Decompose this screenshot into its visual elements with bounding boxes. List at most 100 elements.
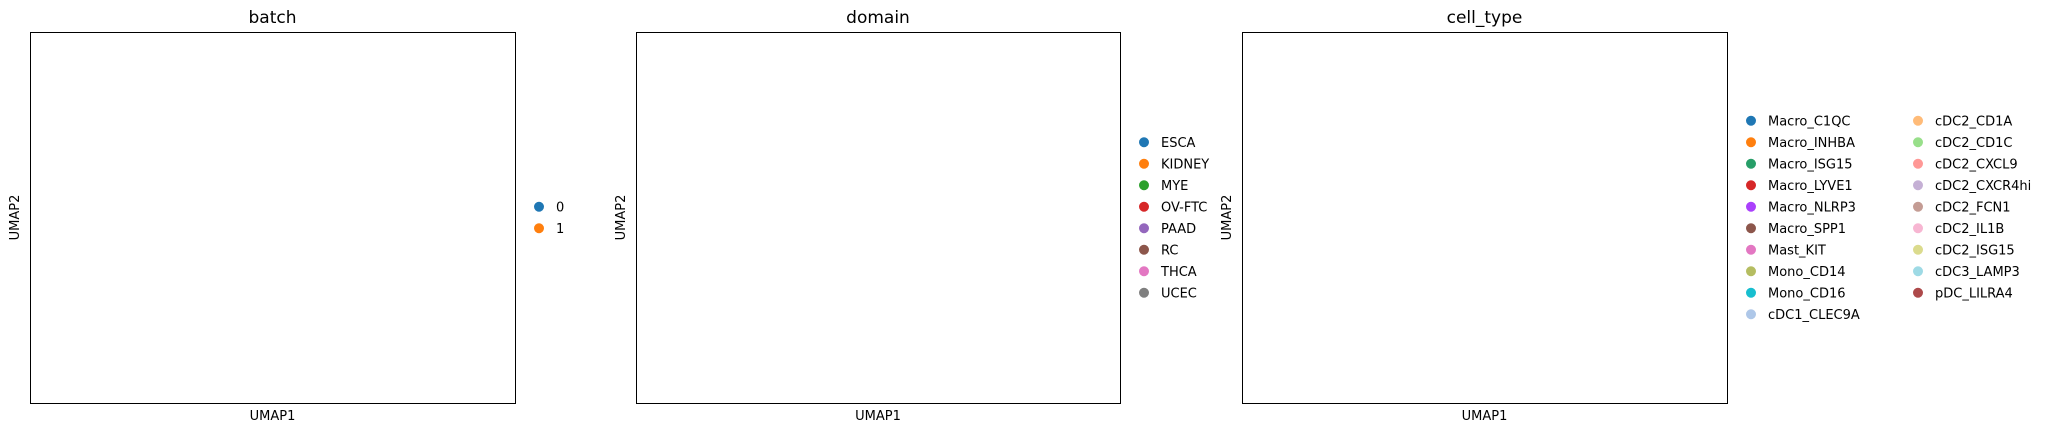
points-Macro_ISG15 — [1499, 187, 1548, 218]
legend-marker — [1139, 137, 1149, 148]
legend-label: OV-FTC — [1161, 200, 1207, 215]
legend-marker — [1913, 115, 1923, 126]
cluster-points — [381, 374, 397, 395]
legend-label: cDC2_CXCR4hi — [1935, 179, 2031, 194]
legend-item: Macro_NLRP3 — [1746, 200, 1856, 215]
legend-item: THCA — [1139, 265, 1197, 280]
y-axis-label: UMAP2 — [8, 195, 23, 241]
cluster-points — [984, 210, 1082, 270]
cluster-points — [233, 117, 312, 207]
overlay-points — [1249, 43, 1715, 395]
legend-label: cDC2_ISG15 — [1935, 243, 2015, 258]
legend-marker — [1139, 158, 1149, 169]
legend-label: Macro_INHBA — [1768, 136, 1855, 151]
legend-marker — [1139, 223, 1149, 234]
cluster-points — [1074, 298, 1108, 315]
panel-title: cell_type — [1447, 8, 1523, 28]
cluster-points — [301, 106, 389, 181]
legend-item: cDC2_FCN1 — [1913, 200, 2011, 215]
cluster-points — [384, 305, 443, 316]
cluster-points — [1342, 190, 1355, 200]
axes-frame — [636, 32, 1121, 404]
cluster-points — [228, 224, 365, 270]
legend-marker — [1139, 180, 1149, 191]
legend-item: Macro_SPP1 — [1746, 222, 1846, 237]
points-KIDNEY — [645, 158, 695, 181]
points-Mast_KIT — [1249, 157, 1303, 182]
legend-label: cDC2_IL1B — [1935, 222, 2004, 237]
legend-label: 1 — [556, 222, 564, 237]
legend-label: KIDNEY — [1161, 157, 1209, 172]
panel-2: domain UMAP1 UMAP2 ESCA KIDNEY MYE OV-FTC PAAD R… — [614, 8, 1209, 424]
points-KIDNEY — [945, 32, 1062, 144]
panel-title: domain — [846, 8, 910, 28]
axes-frame — [30, 32, 516, 404]
legend-item: Macro_LYVE1 — [1746, 179, 1853, 194]
point-cloud — [1249, 43, 1715, 395]
legend-label: cDC1_CLEC9A — [1768, 308, 1860, 323]
y-axis-label: UMAP2 — [1220, 195, 1235, 241]
points-OV-FTC — [911, 180, 990, 233]
legend-marker — [534, 201, 544, 212]
legend-label: ESCA — [1161, 136, 1196, 151]
legend-marker — [1139, 201, 1149, 212]
legend-label: cDC2_CD1C — [1935, 136, 2012, 151]
legend-item: Mono_CD14 — [1746, 265, 1846, 280]
points-PAAD — [834, 254, 893, 270]
legend-label: Macro_ISG15 — [1768, 157, 1853, 172]
cluster-points — [130, 190, 143, 200]
points-pDC_LILRA4 — [1593, 374, 1609, 395]
legend-item: cDC2_CD1A — [1913, 114, 2012, 129]
legend-marker — [1746, 223, 1756, 234]
points-cDC2_CD1C — [1402, 254, 1519, 352]
legend-label: MYE — [1161, 179, 1188, 194]
points-Macro_INHBA — [1445, 237, 1582, 257]
legend-marker — [1139, 244, 1149, 255]
legend-item: Macro_INHBA — [1746, 136, 1855, 151]
point-cloud — [37, 43, 503, 395]
points-THCA — [844, 236, 883, 251]
legend-item: cDC2_ISG15 — [1913, 243, 2015, 258]
legend-label: THCA — [1160, 265, 1197, 280]
legend-label: Mono_CD14 — [1768, 265, 1846, 280]
legend-item: cDC2_CXCR4hi — [1913, 179, 2031, 194]
legend-item: cDC2_IL1B — [1913, 222, 2004, 237]
points-cDC2_ISG15 — [1523, 121, 1601, 188]
legend-label: cDC2_CXCL9 — [1935, 157, 2018, 172]
legend-item: MYE — [1139, 179, 1188, 194]
cluster-points — [736, 190, 749, 200]
cluster-points — [379, 210, 477, 270]
legend: Macro_C1QC Macro_INHBA Macro_ISG15 Macro_LY… — [1746, 114, 2031, 323]
points-Mono_CD14 — [1479, 273, 1567, 326]
legend-marker — [1746, 287, 1756, 298]
points-RC — [873, 198, 932, 237]
legend-marker — [1913, 223, 1923, 234]
legend-marker — [1913, 137, 1923, 148]
legend-marker — [1746, 180, 1756, 191]
points-cDC2_ISG15 — [1581, 128, 1698, 203]
points-0 — [37, 43, 503, 395]
legend-label: pDC_LILRA4 — [1935, 286, 2013, 301]
x-axis-label: UMAP1 — [250, 409, 296, 424]
x-axis-label: UMAP1 — [855, 409, 901, 424]
legend-item: KIDNEY — [1139, 157, 1209, 172]
legend-item: 1 — [534, 222, 564, 237]
legend-marker — [1746, 158, 1756, 169]
cluster-points — [262, 302, 312, 340]
legend-item: 0 — [534, 200, 564, 215]
legend-label: Mast_KIT — [1768, 243, 1826, 258]
legend-item: cDC1_CLEC9A — [1746, 308, 1860, 323]
cluster-points — [364, 121, 491, 203]
legend-label: cDC3_LAMP3 — [1935, 265, 2020, 280]
legend-marker — [1913, 201, 1923, 212]
y-axis-label: UMAP2 — [614, 195, 629, 241]
axes-frame — [1242, 32, 1728, 404]
legend-item: Macro_C1QC — [1746, 114, 1851, 129]
points-KIDNEY — [795, 265, 893, 348]
legend-marker — [1913, 287, 1923, 298]
legend-label: 0 — [556, 200, 564, 215]
legend-marker — [1913, 266, 1923, 277]
points-UCEC — [986, 375, 1002, 394]
legend-marker — [1139, 287, 1149, 298]
